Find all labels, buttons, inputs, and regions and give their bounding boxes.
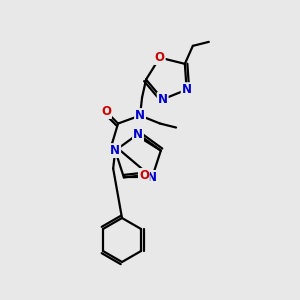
Text: N: N [133, 128, 143, 140]
Text: O: O [155, 51, 165, 64]
Text: O: O [101, 105, 111, 118]
Text: N: N [158, 93, 168, 106]
Text: N: N [182, 83, 192, 96]
Text: N: N [147, 171, 157, 184]
Text: O: O [139, 169, 149, 182]
Text: N: N [110, 144, 120, 157]
Text: N: N [135, 109, 145, 122]
